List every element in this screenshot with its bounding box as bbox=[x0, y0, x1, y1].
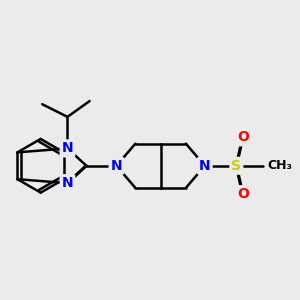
Text: O: O bbox=[237, 130, 249, 144]
Text: S: S bbox=[231, 159, 242, 173]
Text: N: N bbox=[62, 141, 73, 155]
Text: N: N bbox=[111, 159, 122, 173]
Text: CH₃: CH₃ bbox=[267, 159, 292, 172]
Text: O: O bbox=[237, 187, 249, 201]
Text: N: N bbox=[199, 159, 211, 173]
Text: N: N bbox=[62, 176, 73, 190]
